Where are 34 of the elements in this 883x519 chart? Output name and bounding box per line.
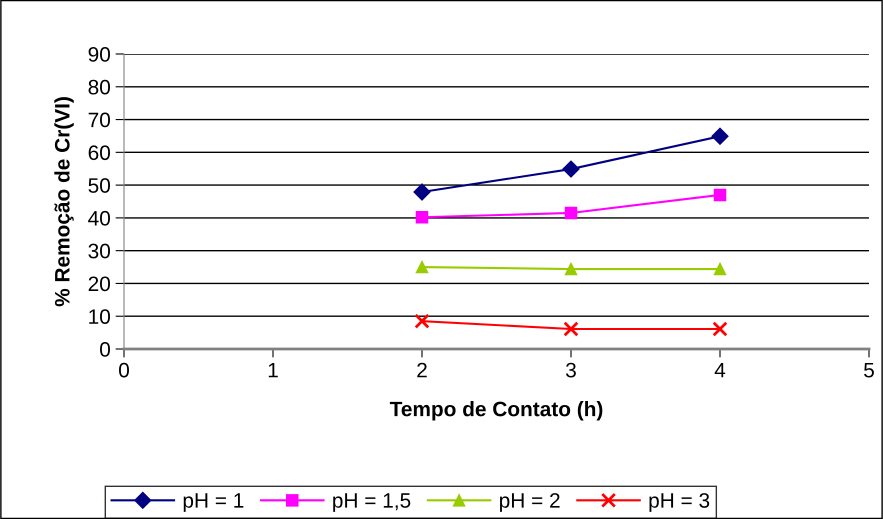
- y-axis-title: % Remoção de Cr(VI): [54, 97, 74, 306]
- legend-label: pH = 2: [500, 493, 560, 512]
- point: [564, 206, 578, 220]
- point: [562, 160, 580, 178]
- legend-label: pH = 3: [649, 493, 710, 512]
- point: [714, 262, 726, 276]
- y-tick-label: 60: [88, 145, 110, 160]
- x-tick-label: 2: [417, 362, 427, 378]
- y-tick-label: 90: [88, 47, 110, 62]
- legend-label: pH = 1: [184, 493, 244, 512]
- point: [416, 210, 428, 224]
- point: [564, 262, 578, 276]
- y-tick-label: 0: [100, 342, 110, 357]
- y-tick-label: 70: [88, 112, 110, 128]
- y-tick-label: 50: [88, 178, 110, 193]
- x-tick-label: 1: [268, 362, 278, 378]
- point: [712, 321, 728, 337]
- x-tick-label: 4: [714, 362, 726, 378]
- y-tick-label: 40: [88, 210, 110, 226]
- point: [413, 183, 431, 201]
- point: [711, 128, 729, 145]
- y-tick-label: 80: [88, 80, 110, 95]
- point: [416, 260, 428, 274]
- x-tick-label: 0: [119, 362, 129, 378]
- legend-label: pH = 1,5: [333, 493, 410, 512]
- y-tick-label: 20: [88, 276, 110, 292]
- x-axis-title: Tempo de Contato (h): [390, 401, 602, 420]
- x-tick-label: 5: [864, 362, 874, 378]
- point: [563, 321, 579, 337]
- x-tick-label: 3: [566, 362, 576, 378]
- y-tick-label: 30: [88, 244, 110, 258]
- y-tick-label: 10: [89, 309, 110, 324]
- point: [714, 188, 726, 202]
- point: [414, 314, 430, 329]
